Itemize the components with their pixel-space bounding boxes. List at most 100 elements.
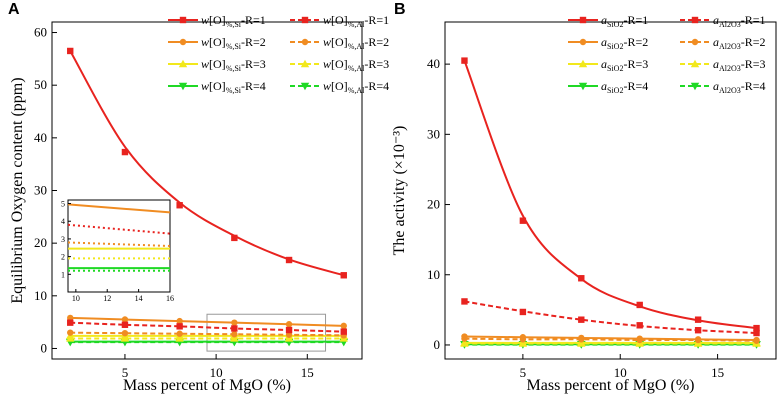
series-group (460, 57, 761, 349)
data-point (176, 323, 183, 330)
inset-y-tick-label: 3 (61, 235, 65, 244)
series-line (70, 331, 344, 337)
x-tick-label: 5 (122, 365, 129, 380)
y-axis-label: Equilibrium Oxygen content (ppm) (9, 77, 26, 303)
data-point (121, 148, 129, 156)
inset-line (67, 203, 171, 214)
data-point (694, 336, 702, 343)
inset-x-tick-label: 10 (72, 294, 80, 303)
y-tick-label: 30 (427, 126, 440, 141)
legend-label: w[O]%,Si-R=1 (201, 13, 266, 29)
data-point (340, 272, 347, 279)
legend-marker (690, 82, 700, 91)
legend-label: w[O]%,Al-R=1 (323, 13, 389, 29)
zoom-box (206, 313, 327, 352)
legend-marker (178, 82, 188, 91)
series-line (463, 60, 757, 330)
series-line (464, 337, 757, 342)
legend-marker (690, 59, 700, 68)
legend-marker (578, 82, 588, 91)
y-tick-label: 20 (427, 197, 440, 212)
legend-marker (179, 16, 187, 24)
data-point (67, 329, 74, 336)
data-point (67, 319, 74, 326)
panel-b: B 5 10 15 0 10 20 30 40 Mass percent of MgO (%) Th… (391, 1, 777, 394)
x-tick-label: 5 (520, 365, 527, 380)
y-axis-label: The activity (×10⁻³) (391, 126, 408, 256)
data-point (461, 57, 468, 64)
legend-label: w[O]%,Si-R=2 (201, 35, 266, 51)
legend-label: w[O]%,Si-R=3 (201, 57, 266, 73)
data-point (231, 319, 238, 326)
axes-frame (51, 21, 363, 360)
data-point (121, 321, 129, 328)
data-point (694, 316, 702, 323)
legend-label: w[O]%,Al-R=2 (323, 35, 389, 51)
series-group (66, 47, 348, 347)
data-point (460, 338, 469, 347)
data-point (285, 326, 293, 334)
legend-label: w[O]%,Al-R=3 (323, 57, 389, 73)
panel-label: A (8, 1, 20, 18)
data-point (176, 202, 183, 209)
y-tick-label: 40 (427, 56, 440, 71)
legend: w[O]%,Si-R=1 w[O]%,Al-R=1 w[O]%,Si-R=2 w[O]… (168, 13, 389, 95)
data-point (636, 301, 643, 309)
y-tick-label: 0 (41, 340, 48, 355)
inset-y-tick-label: 1 (61, 270, 65, 279)
y-tick-label: 40 (34, 130, 47, 145)
data-point (285, 256, 293, 264)
legend-label: aSiO2-R=3 (601, 57, 648, 73)
y-tick-label: 60 (34, 25, 47, 40)
y-tick-label: 10 (427, 267, 440, 282)
x-axis-label: Mass percent of MgO (%) (527, 377, 695, 394)
x-axis-label: Mass percent of MgO (%) (123, 377, 291, 394)
inset-y-tick-label: 4 (61, 217, 65, 226)
data-point (340, 322, 347, 330)
data-point (121, 329, 129, 337)
legend-marker (579, 38, 587, 46)
data-point (285, 321, 293, 328)
data-point (231, 331, 238, 338)
y-tick-label: 50 (34, 77, 47, 92)
y-tick-label: 20 (34, 235, 47, 250)
data-point (578, 275, 585, 282)
inset-line (67, 241, 171, 247)
panel-a: A 5 10 15 0 10 20 30 40 50 60 Mass percent of MgO (… (8, 1, 389, 394)
x-tick-label: 15 (711, 365, 724, 380)
data-point (231, 325, 238, 332)
axes-frame (444, 21, 777, 360)
legend-label: aAl2O3-R=2 (713, 35, 766, 51)
legend-label: aAl2O3-R=4 (713, 79, 766, 95)
inset-x-tick-label: 12 (103, 294, 111, 303)
series-line (464, 300, 757, 335)
legend-marker (178, 59, 188, 68)
legend-marker (579, 16, 587, 24)
data-point (121, 316, 129, 323)
data-point (519, 217, 527, 224)
inset-x-tick-label: 14 (135, 294, 143, 303)
data-point (519, 308, 527, 316)
inset-line (67, 223, 171, 235)
series-line (464, 335, 757, 342)
legend-marker (691, 38, 699, 46)
data-point (461, 333, 468, 340)
series-line (70, 316, 344, 327)
data-point (231, 234, 238, 242)
data-point (694, 327, 702, 334)
x-tick-label: 15 (301, 365, 314, 380)
inset-x-tick-label: 16 (166, 294, 174, 303)
legend-label: aSiO2-R=2 (601, 35, 648, 51)
legend-marker (300, 59, 310, 68)
legend-marker (301, 38, 309, 46)
y-tick-label: 10 (34, 288, 47, 303)
legend-label: aAl2O3-R=3 (713, 57, 766, 73)
data-point (176, 317, 183, 325)
x-tick-label: 10 (210, 365, 223, 380)
legend-marker (301, 16, 309, 24)
data-point (578, 316, 585, 323)
y-tick-label: 30 (34, 183, 47, 198)
panel-label: B (394, 1, 406, 18)
data-point (578, 334, 585, 342)
